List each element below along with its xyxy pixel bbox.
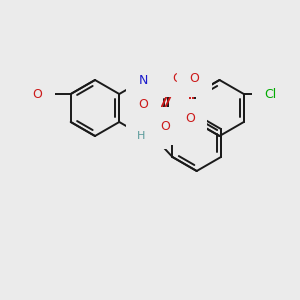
Text: O: O (139, 98, 148, 111)
Text: N: N (139, 74, 148, 86)
Text: O: O (172, 72, 182, 85)
Text: O: O (190, 72, 200, 85)
Text: O: O (185, 112, 195, 124)
Text: H: H (137, 131, 145, 141)
Text: O: O (33, 88, 43, 100)
Text: Cl: Cl (265, 88, 277, 100)
Text: O: O (160, 119, 170, 133)
Text: N: N (148, 123, 158, 136)
